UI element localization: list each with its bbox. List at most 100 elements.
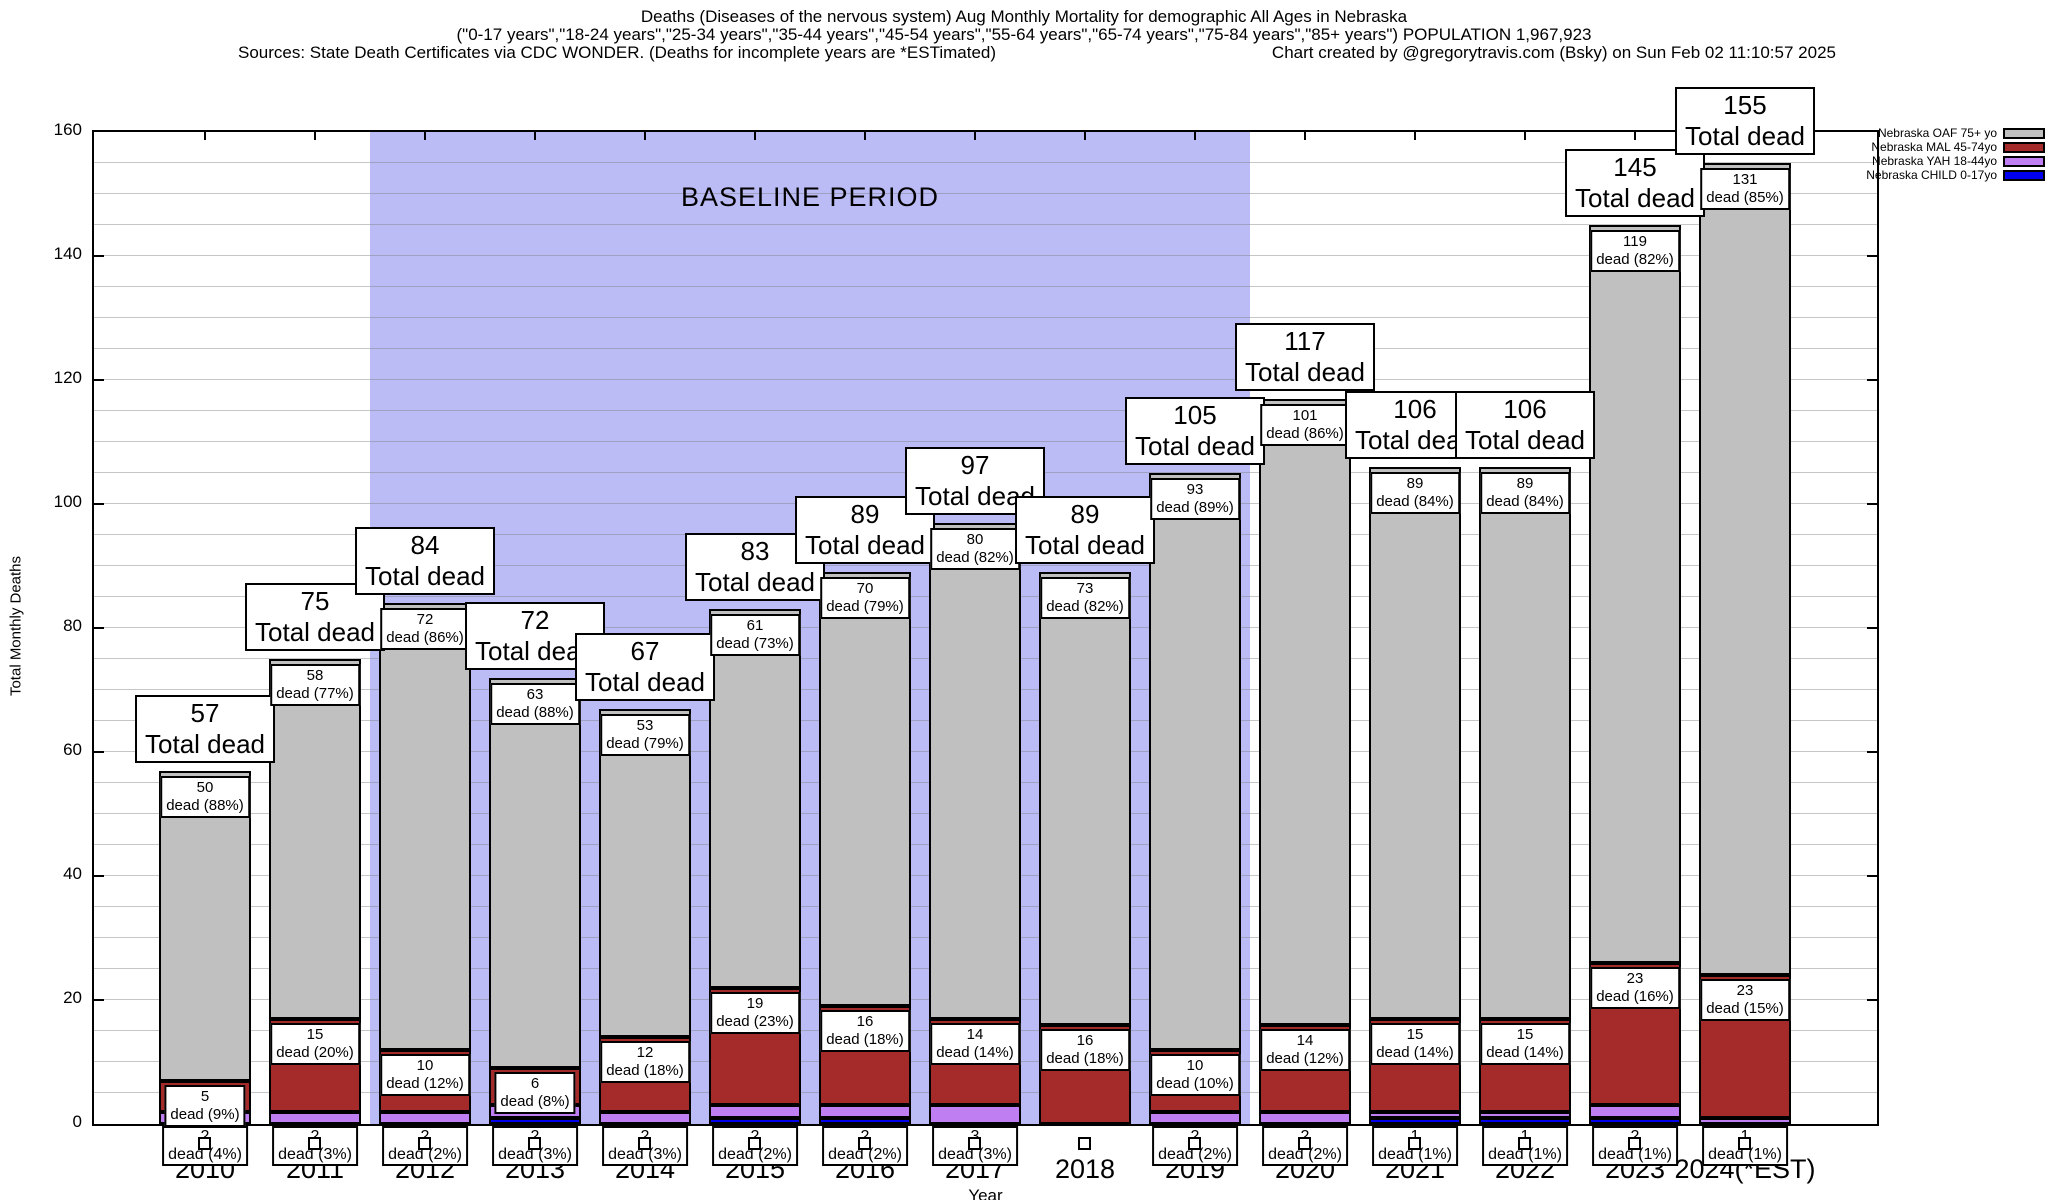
yah-value: 1 [1708,1128,1782,1146]
bar-segment-yah-2012 [379,1111,471,1124]
child-label-marker-2024(*EST) [1738,1137,1751,1150]
chart-demographics-subtitle: ("0-17 years","18-24 years","25-34 years… [456,25,1592,44]
gridline [94,255,1877,256]
mal-label-2013: 6 dead (8%) [494,1072,576,1115]
gridline [94,162,1877,163]
total-dead-value: 117 [1284,325,1326,356]
total-dead-label-2016: 89 Total dead [795,496,935,565]
bar-segment-yah-2024(*EST) [1699,1117,1791,1124]
mal-value: 10 [416,1056,434,1074]
child-label-marker-2020 [1298,1137,1311,1150]
yah-value: 3 [938,1128,1012,1146]
legend-item: Nebraska YAH 18-44yo [1866,155,2045,167]
total-dead-value: 97 [960,449,990,480]
oaf-caption: dead (86%) [1266,424,1344,442]
yah-caption: dead (3%) [608,1146,682,1163]
oaf-caption: dead (84%) [1486,492,1564,510]
oaf-caption: dead (77%) [276,685,354,702]
total-dead-value: 105 [1173,400,1217,430]
oaf-label-2022: 89 dead (84%) [1480,471,1570,514]
x-axis-top-tick [644,132,646,140]
total-dead-value: 84 [410,530,440,561]
child-label-marker-2021 [1408,1137,1421,1150]
x-axis-top-tick [1524,132,1526,140]
yah-value: 2 [1268,1128,1342,1146]
yah-caption: dead (1%) [1708,1146,1782,1163]
oaf-label-2016: 70 dead (79%) [820,577,910,620]
chart-sources-text: Sources: State Death Certificates via CD… [238,43,997,62]
bar-segment-yah-2017 [929,1105,1021,1124]
yah-caption: dead (4%) [168,1146,242,1163]
x-axis-top-tick [1304,132,1306,140]
bar-segment-oaf-2015 [709,609,801,988]
yah-value: 2 [278,1128,352,1146]
legend-label: Nebraska CHILD 0-17yo [1866,168,1997,182]
y-axis-tick [94,379,104,381]
mal-label-2014: 12 dead (18%) [600,1041,690,1084]
gridline [94,286,1877,287]
oaf-value: 93 [1186,481,1204,498]
bar-segment-oaf-2011 [269,659,361,1019]
mal-caption: dead (8%) [500,1093,570,1111]
oaf-label-2020: 101 dead (86%) [1260,403,1350,446]
x-axis-top-tick [754,132,756,140]
total-dead-caption: Total dead [365,561,485,592]
oaf-caption: dead (84%) [1376,492,1454,510]
y-tick-label: 100 [53,492,82,511]
gridline [94,441,1877,442]
bar-segment-yah-2023 [1589,1105,1681,1118]
mal-value: 10 [1186,1056,1204,1074]
total-dead-label-2022: 106 Total dead [1455,390,1595,459]
yah-value: 2 [498,1128,572,1146]
y-axis-tick [94,255,104,257]
legend-swatch [2003,155,2045,167]
mal-label-2011: 15 dead (20%) [270,1022,360,1065]
bar-segment-oaf-2014 [599,708,691,1038]
total-dead-caption: Total dead [915,480,1035,511]
gridline [94,317,1877,318]
chart-title: Deaths (Diseases of the nervous system) … [640,7,1408,26]
mal-value: 6 [530,1075,540,1093]
x-axis-top-tick [1634,132,1636,140]
bar-segment-oaf-2010 [159,770,251,1081]
yah-caption: dead (2%) [1268,1146,1342,1163]
child-label-marker-2014 [638,1137,651,1150]
oaf-caption: dead (88%) [496,703,574,721]
x-axis-title: Year [968,1186,1003,1200]
x-axis-top-tick [424,132,426,140]
mal-label-2022: 15 dead (14%) [1480,1022,1570,1065]
mal-label-2019: 10 dead (10%) [1150,1053,1240,1096]
oaf-value: 101 [1292,406,1318,424]
child-label-marker-2010 [198,1137,211,1150]
oaf-label-2017: 80 dead (82%) [930,527,1020,570]
legend-label: Nebraska OAF 75+ yo [1877,126,1997,140]
bar-segment-oaf-2022 [1479,466,1571,1019]
mal-value: 14 [966,1025,984,1043]
oaf-caption: dead (82%) [1046,598,1124,616]
total-dead-value: 106 [1393,393,1437,424]
bar-segment-oaf-2021 [1369,466,1461,1019]
mal-value: 23 [1626,969,1644,987]
oaf-label-2015: 61 dead (73%) [710,614,800,657]
mal-label-2017: 14 dead (14%) [930,1022,1020,1065]
x-axis-top-tick [864,132,866,140]
oaf-caption: dead (89%) [1156,499,1234,516]
bar-segment-child-2015 [709,1117,801,1124]
bar-segment-oaf-2024(*EST) [1699,163,1791,976]
y-axis-tick [94,999,104,1001]
legend-item: Nebraska CHILD 0-17yo [1866,169,2045,181]
total-dead-value: 72 [520,604,550,635]
bar-segment-yah-2021 [1369,1111,1461,1118]
yah-caption: dead (3%) [938,1146,1012,1163]
yah-caption: dead (2%) [388,1146,462,1163]
mal-caption: dead (14%) [1486,1043,1564,1061]
x-axis-top-tick [1084,132,1086,140]
oaf-caption: dead (82%) [936,548,1014,566]
yah-value: 2 [718,1128,792,1146]
yah-value: 2 [608,1128,682,1146]
total-dead-caption: Total dead [475,635,595,666]
bar-segment-yah-2020 [1259,1111,1351,1124]
